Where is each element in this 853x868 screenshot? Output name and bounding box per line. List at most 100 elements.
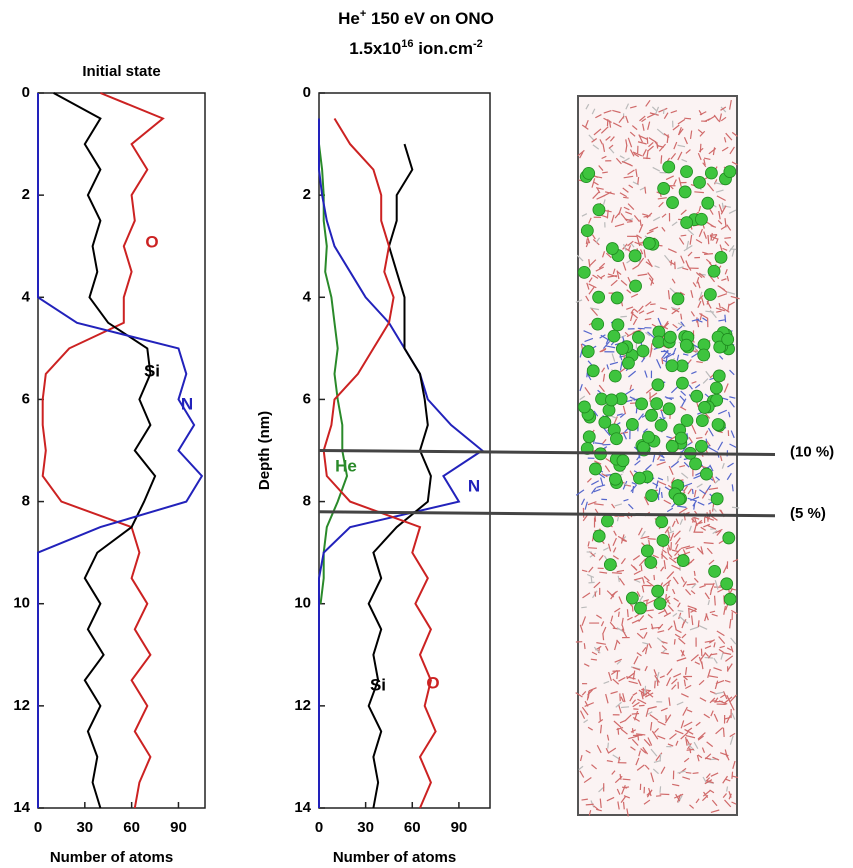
helium-atom: [608, 369, 622, 383]
bond: [685, 588, 692, 596]
bond: [626, 808, 629, 817]
bond: [586, 282, 590, 290]
bond: [609, 136, 615, 142]
bond: [696, 360, 703, 364]
bond: [720, 694, 726, 699]
y-tick-label: 10: [294, 595, 311, 612]
bond: [722, 793, 728, 799]
bond: [727, 303, 730, 312]
bond: [692, 282, 697, 288]
bond: [691, 583, 697, 589]
bond: [714, 181, 724, 186]
bond: [642, 428, 648, 433]
bond: [598, 165, 604, 171]
bond: [633, 152, 640, 158]
bond: [721, 278, 727, 281]
series-line: [37, 93, 204, 808]
y-tick-label: 12: [294, 697, 311, 714]
bond: [689, 234, 693, 245]
helium-atom: [632, 330, 645, 344]
series-label: Si: [144, 361, 160, 380]
helium-atom: [722, 531, 736, 545]
bond: [593, 805, 600, 811]
bond: [666, 668, 673, 676]
bond: [683, 721, 693, 728]
bond: [713, 713, 719, 722]
bond: [640, 692, 644, 700]
series-label: Si: [370, 675, 386, 694]
bond: [654, 680, 656, 689]
bond: [732, 760, 736, 770]
bond: [676, 325, 683, 332]
annotation-line: [318, 449, 776, 456]
bond: [647, 614, 653, 619]
bond: [582, 592, 591, 599]
bond: [713, 667, 722, 672]
bond: [678, 637, 686, 645]
bond: [698, 294, 704, 301]
bond: [632, 264, 639, 270]
bond: [661, 645, 668, 651]
bond: [630, 746, 636, 751]
bond: [626, 289, 632, 294]
bond: [579, 383, 583, 392]
bond: [677, 151, 683, 161]
bond: [672, 612, 678, 617]
bond: [718, 409, 728, 415]
bond: [721, 146, 729, 152]
bond: [731, 506, 740, 509]
bond: [581, 606, 587, 609]
helium-atom: [633, 471, 646, 485]
bond: [579, 151, 584, 159]
bond: [618, 756, 621, 763]
bond: [588, 259, 591, 268]
bond: [703, 523, 711, 528]
bond: [584, 700, 589, 707]
bond: [593, 410, 599, 417]
helium-atom: [640, 544, 654, 558]
bond: [638, 224, 644, 233]
bond: [637, 698, 647, 705]
bond: [714, 680, 719, 690]
bond: [612, 537, 617, 546]
bond: [731, 161, 738, 166]
bond: [678, 237, 685, 245]
bond: [717, 219, 723, 225]
bond: [591, 764, 598, 770]
bond: [711, 613, 718, 617]
bond: [643, 738, 651, 747]
bond: [658, 487, 661, 495]
bond: [669, 532, 675, 542]
bond: [653, 669, 658, 677]
bond: [591, 108, 596, 115]
bond: [686, 742, 692, 750]
bond: [698, 205, 702, 212]
bond: [675, 628, 682, 634]
helium-atom: [689, 457, 702, 471]
bond: [580, 498, 586, 506]
bond: [719, 645, 725, 649]
bond: [598, 554, 604, 561]
bond: [680, 693, 689, 698]
bond: [619, 155, 625, 159]
bond: [724, 268, 728, 275]
y-tick-label: 2: [22, 186, 30, 203]
bond: [697, 281, 701, 289]
helium-atom: [625, 418, 639, 431]
helium-atom: [605, 393, 618, 407]
bond: [627, 137, 633, 148]
bond: [643, 215, 651, 218]
bond: [620, 279, 628, 286]
bond: [677, 322, 686, 328]
bond: [696, 547, 704, 555]
bond: [691, 615, 694, 626]
bond: [668, 465, 674, 476]
bond: [603, 547, 609, 551]
bond: [660, 492, 663, 498]
bond: [666, 507, 674, 513]
series-label: N: [181, 394, 193, 413]
bond: [700, 546, 704, 554]
bond: [616, 671, 619, 680]
bond: [646, 112, 657, 119]
bond: [674, 548, 682, 557]
